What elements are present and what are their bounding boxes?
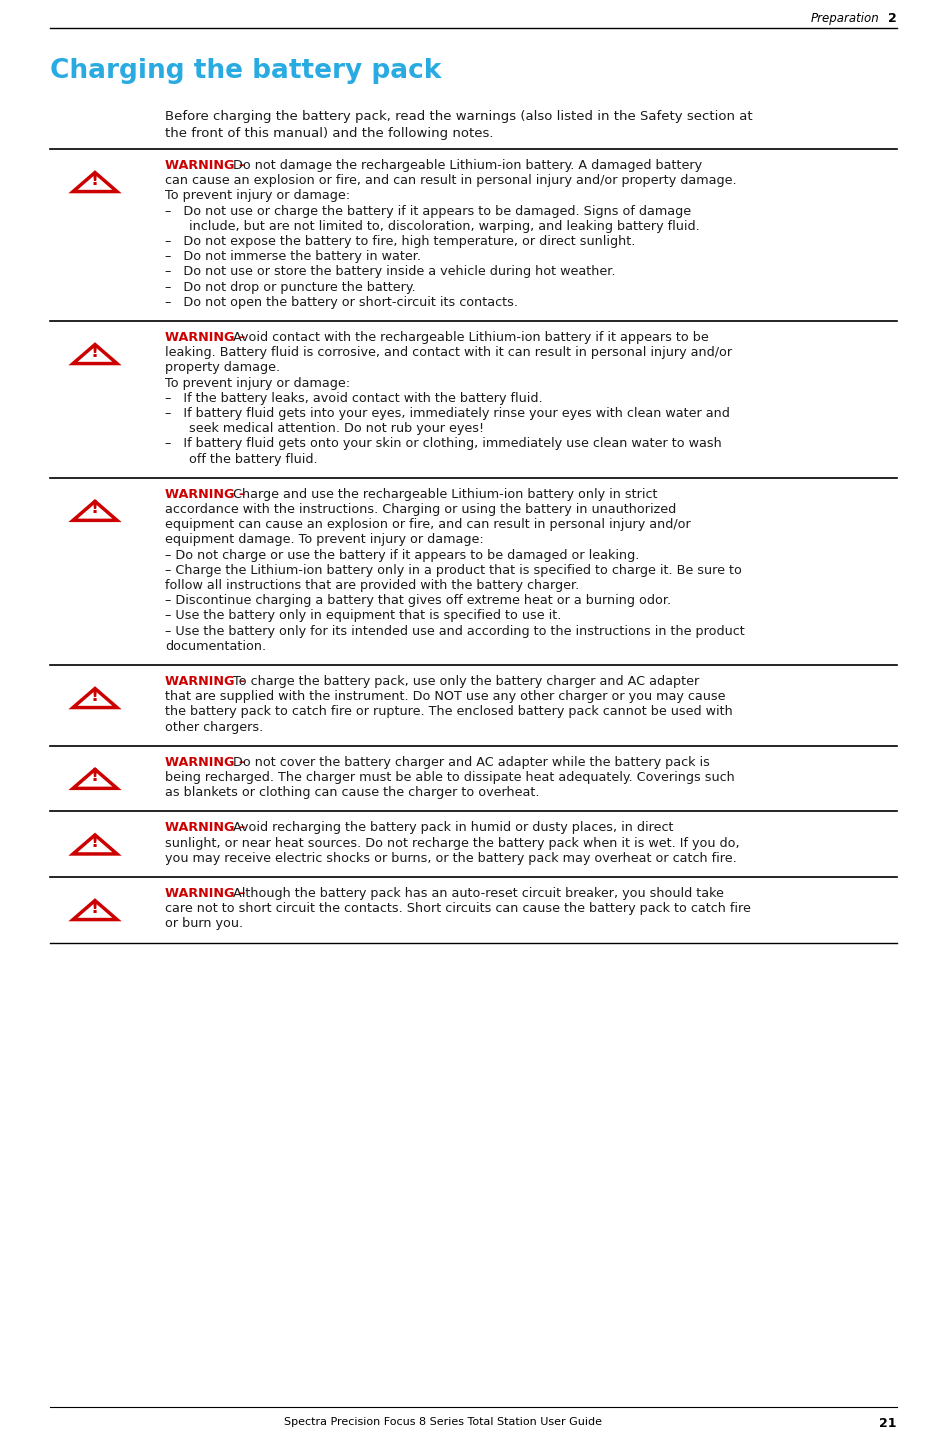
Text: property damage.: property damage. — [165, 361, 280, 374]
Text: equipment damage. To prevent injury or damage:: equipment damage. To prevent injury or d… — [165, 533, 483, 546]
Text: other chargers.: other chargers. — [165, 721, 263, 734]
Text: – Discontinue charging a battery that gives off extreme heat or a burning odor.: – Discontinue charging a battery that gi… — [165, 595, 670, 608]
Text: – Use the battery only in equipment that is specified to use it.: – Use the battery only in equipment that… — [165, 609, 561, 622]
Text: – Charge the Lithium-ion battery only in a product that is specified to charge i: – Charge the Lithium-ion battery only in… — [165, 563, 741, 577]
Text: –   Do not drop or puncture the battery.: – Do not drop or puncture the battery. — [165, 281, 415, 294]
Text: – Use the battery only for its intended use and according to the instructions in: – Use the battery only for its intended … — [165, 625, 744, 638]
Text: 21: 21 — [879, 1417, 896, 1430]
Text: you may receive electric shocks or burns, or the battery pack may overheat or ca: you may receive electric shocks or burns… — [165, 851, 736, 864]
Text: !: ! — [91, 171, 99, 189]
Text: leaking. Battery fluid is corrosive, and contact with it can result in personal : leaking. Battery fluid is corrosive, and… — [165, 347, 731, 360]
Text: Do not cover the battery charger and AC adapter while the battery pack is: Do not cover the battery charger and AC … — [233, 755, 709, 768]
Text: documentation.: documentation. — [165, 639, 265, 653]
Text: being recharged. The charger must be able to dissipate heat adequately. Covering: being recharged. The charger must be abl… — [165, 771, 734, 784]
Text: 2: 2 — [887, 11, 896, 24]
Text: off the battery fluid.: off the battery fluid. — [165, 453, 317, 466]
Text: care not to short circuit the contacts. Short circuits can cause the battery pac: care not to short circuit the contacts. … — [165, 903, 750, 916]
Text: WARNING –: WARNING – — [165, 675, 245, 688]
Text: –   Do not use or charge the battery if it appears to be damaged. Signs of damag: – Do not use or charge the battery if it… — [165, 205, 690, 218]
Text: include, but are not limited to, discoloration, warping, and leaking battery flu: include, but are not limited to, discolo… — [165, 219, 699, 232]
Text: –   If battery fluid gets onto your skin or clothing, immediately use clean wate: – If battery fluid gets onto your skin o… — [165, 437, 721, 450]
Text: as blankets or clothing can cause the charger to overheat.: as blankets or clothing can cause the ch… — [165, 787, 539, 800]
Text: –   If battery fluid gets into your eyes, immediately rinse your eyes with clean: – If battery fluid gets into your eyes, … — [165, 407, 729, 420]
Text: Preparation: Preparation — [809, 11, 878, 24]
Text: –   Do not immerse the battery in water.: – Do not immerse the battery in water. — [165, 251, 420, 264]
Text: !: ! — [91, 767, 99, 785]
Text: the battery pack to catch fire or rupture. The enclosed battery pack cannot be u: the battery pack to catch fire or ruptur… — [165, 705, 732, 718]
Text: Before charging the battery pack, read the warnings (also listed in the Safety s: Before charging the battery pack, read t… — [165, 110, 752, 123]
Text: the front of this manual) and the following notes.: the front of this manual) and the follow… — [165, 128, 493, 140]
Text: !: ! — [91, 833, 99, 851]
Text: !: ! — [91, 898, 99, 917]
Text: or burn you.: or burn you. — [165, 917, 243, 930]
Text: accordance with the instructions. Charging or using the battery in unauthorized: accordance with the instructions. Chargi… — [165, 503, 676, 516]
Text: !: ! — [91, 342, 99, 361]
Text: To prevent injury or damage:: To prevent injury or damage: — [165, 189, 350, 202]
Text: follow all instructions that are provided with the battery charger.: follow all instructions that are provide… — [165, 579, 579, 592]
Text: Spectra Precision Focus 8 Series Total Station User Guide: Spectra Precision Focus 8 Series Total S… — [284, 1417, 602, 1427]
Text: Charge and use the rechargeable Lithium-ion battery only in strict: Charge and use the rechargeable Lithium-… — [233, 487, 657, 500]
Text: WARNING –: WARNING – — [165, 487, 245, 500]
Text: –   Do not use or store the battery inside a vehicle during hot weather.: – Do not use or store the battery inside… — [165, 265, 615, 278]
Text: !: ! — [91, 686, 99, 705]
Text: To prevent injury or damage:: To prevent injury or damage: — [165, 377, 350, 390]
Text: !: ! — [91, 499, 99, 517]
Text: can cause an explosion or fire, and can result in personal injury and/or propert: can cause an explosion or fire, and can … — [165, 175, 736, 188]
Text: Although the battery pack has an auto-reset circuit breaker, you should take: Although the battery pack has an auto-re… — [233, 887, 723, 900]
Text: Do not damage the rechargeable Lithium-ion battery. A damaged battery: Do not damage the rechargeable Lithium-i… — [233, 159, 702, 172]
Text: To charge the battery pack, use only the battery charger and AC adapter: To charge the battery pack, use only the… — [233, 675, 699, 688]
Text: equipment can cause an explosion or fire, and can result in personal injury and/: equipment can cause an explosion or fire… — [165, 519, 690, 532]
Text: WARNING –: WARNING – — [165, 821, 245, 834]
Text: WARNING –: WARNING – — [165, 159, 245, 172]
Text: WARNING –: WARNING – — [165, 755, 245, 768]
Text: Avoid recharging the battery pack in humid or dusty places, in direct: Avoid recharging the battery pack in hum… — [233, 821, 673, 834]
Text: seek medical attention. Do not rub your eyes!: seek medical attention. Do not rub your … — [165, 423, 483, 436]
Text: that are supplied with the instrument. Do NOT use any other charger or you may c: that are supplied with the instrument. D… — [165, 691, 725, 704]
Text: –   Do not open the battery or short-circuit its contacts.: – Do not open the battery or short-circu… — [165, 295, 518, 308]
Text: –   If the battery leaks, avoid contact with the battery fluid.: – If the battery leaks, avoid contact wi… — [165, 391, 542, 404]
Text: WARNING –: WARNING – — [165, 331, 245, 344]
Text: – Do not charge or use the battery if it appears to be damaged or leaking.: – Do not charge or use the battery if it… — [165, 549, 638, 562]
Text: WARNING –: WARNING – — [165, 887, 245, 900]
Text: sunlight, or near heat sources. Do not recharge the battery pack when it is wet.: sunlight, or near heat sources. Do not r… — [165, 837, 739, 850]
Text: Avoid contact with the rechargeable Lithium-ion battery if it appears to be: Avoid contact with the rechargeable Lith… — [233, 331, 708, 344]
Text: Charging the battery pack: Charging the battery pack — [50, 57, 441, 85]
Text: –   Do not expose the battery to fire, high temperature, or direct sunlight.: – Do not expose the battery to fire, hig… — [165, 235, 635, 248]
